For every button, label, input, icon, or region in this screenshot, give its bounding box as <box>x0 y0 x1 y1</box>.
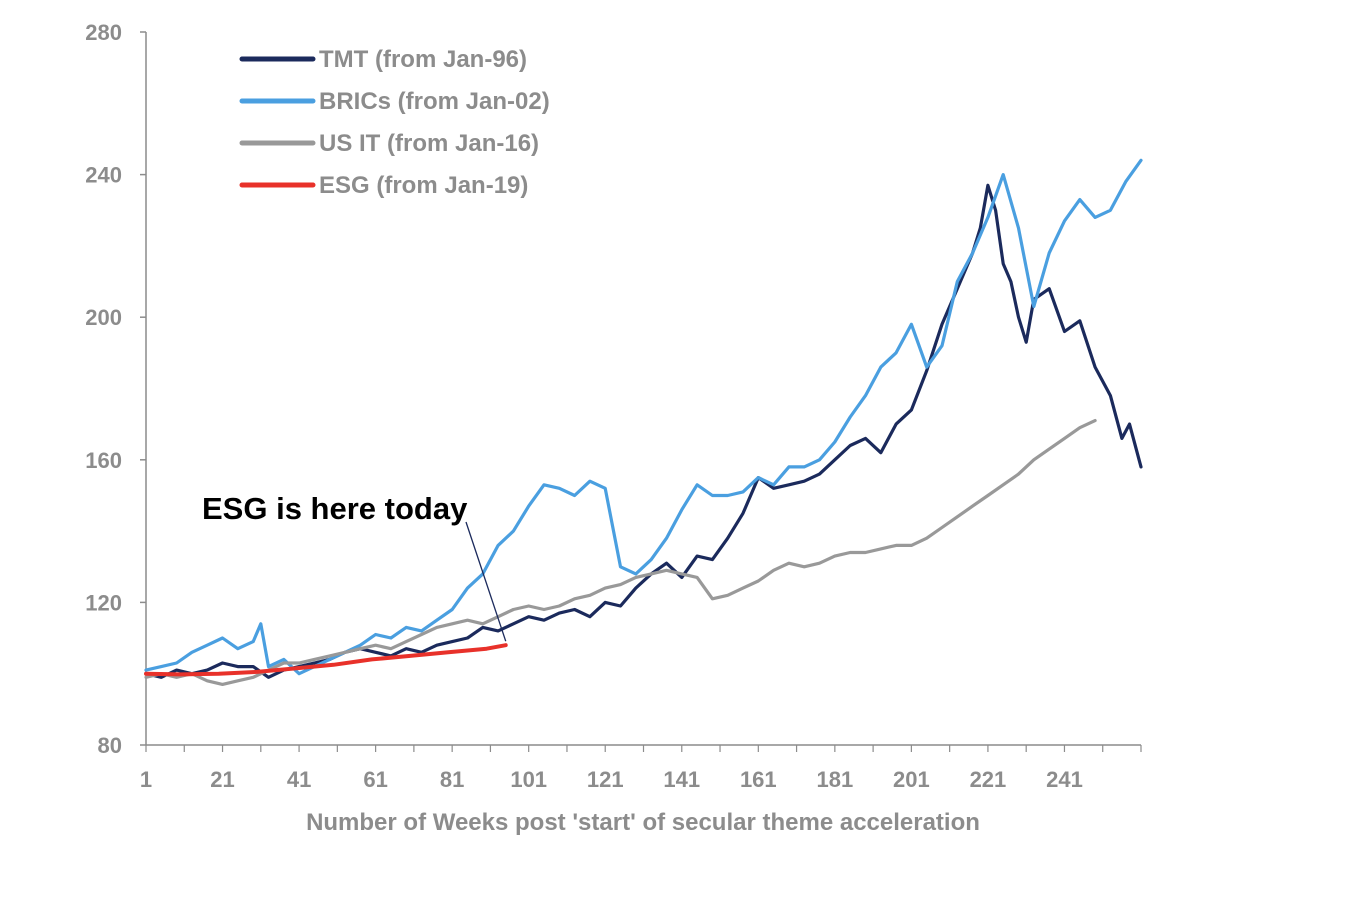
legend-label-tmt: TMT (from Jan-96) <box>319 46 527 73</box>
x-tick-label: 241 <box>1046 767 1083 792</box>
legend: TMT (from Jan-96) BRICs (from Jan-02) US I… <box>239 46 550 199</box>
annotation: ESG is here today <box>202 491 507 642</box>
x-tick-label: 81 <box>440 767 464 792</box>
legend-label-esg: ESG (from Jan-19) <box>319 172 528 199</box>
series-line-esg <box>144 643 508 677</box>
x-tick-label: 21 <box>210 767 234 792</box>
legend-label-us: US IT (from Jan-16) <box>319 130 539 157</box>
y-tick-label: 280 <box>85 20 122 45</box>
y-tick-label: 240 <box>85 163 122 188</box>
legend-label-brics: BRICs (from Jan-02) <box>319 88 550 115</box>
x-tick-label: 121 <box>587 767 624 792</box>
y-tick-label: 200 <box>85 305 122 330</box>
x-tick-label: 201 <box>893 767 930 792</box>
x-tick-label: 41 <box>287 767 311 792</box>
series-line-tmt <box>144 183 1143 679</box>
series-layer <box>144 158 1143 687</box>
x-tick-label: 61 <box>363 767 387 792</box>
x-tick-label: 181 <box>816 767 853 792</box>
x-tick-label: 101 <box>510 767 547 792</box>
y-tick-label: 160 <box>85 448 122 473</box>
annotation-pointer <box>465 521 507 642</box>
x-tick-label: 1 <box>140 767 152 792</box>
y-tick-label: 120 <box>85 590 122 615</box>
x-tick-label: 161 <box>740 767 777 792</box>
series-line-us <box>144 419 1097 687</box>
y-tick-label: 80 <box>98 733 122 758</box>
x-tick-label: 141 <box>663 767 700 792</box>
x-tick-label: 221 <box>970 767 1007 792</box>
annotation-text: ESG is here today <box>202 491 468 526</box>
series-line-brics <box>144 158 1143 676</box>
x-axis-title: Number of Weeks post 'start' of secular … <box>306 809 980 836</box>
